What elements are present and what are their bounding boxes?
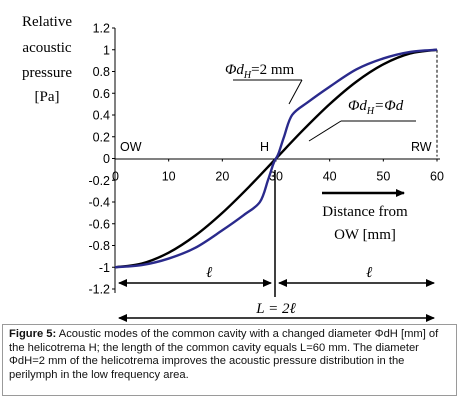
- x-tick-label: 20: [215, 170, 229, 184]
- y-axis-label-line: pressure: [22, 65, 72, 81]
- x-tick-label: 30: [269, 170, 283, 184]
- total-length-label: L = 2ℓ: [255, 301, 295, 317]
- y-tick-label: -0.6: [88, 217, 110, 231]
- series-label-equal-diameter: ΦdH=Φd: [348, 98, 404, 117]
- h-label: H: [260, 140, 269, 154]
- rw-label: RW: [411, 140, 432, 154]
- y-tick-label: -1.2: [88, 283, 110, 297]
- x-tick-label: 10: [162, 170, 176, 184]
- x-axis-label-line: Distance from: [322, 204, 408, 220]
- x-tick-label: 60: [430, 170, 444, 184]
- y-tick-label: -0.2: [88, 174, 110, 188]
- figure-caption: Figure 5: Acoustic modes of the common c…: [2, 324, 457, 396]
- x-ticks: 0 10 20 30 40 50 60: [112, 158, 444, 184]
- y-tick-label: 0: [103, 152, 110, 166]
- y-tick-label: 1: [103, 43, 110, 57]
- y-tick-label: 0.4: [93, 109, 110, 123]
- y-axis-label: Relative acoustic pressure [Pa]: [22, 14, 72, 105]
- y-tick-label: 0.6: [93, 87, 110, 101]
- x-tick-label: 50: [376, 170, 390, 184]
- series-label-2mm-leader: [288, 79, 303, 105]
- y-tick-label: 0.8: [93, 65, 110, 79]
- series-label-2mm: ΦdH=2 mm: [225, 62, 295, 81]
- ell-left-label: ℓ: [206, 265, 212, 281]
- y-tick-label: -1: [99, 261, 110, 275]
- y-tick-label: 0.2: [93, 130, 110, 144]
- y-axis-label-line: [Pa]: [35, 89, 60, 105]
- caption-label: Figure 5:: [9, 328, 57, 340]
- y-ticks: 1.2 1 0.8 0.6 0.4 0.2 0 -0.2 -0.4 -0.6 -0.8 -1 -1.2: [88, 22, 115, 297]
- series-label-equal-leader: [308, 120, 342, 142]
- y-tick-label: -0.4: [88, 196, 110, 210]
- ell-right-label: ℓ: [366, 265, 372, 281]
- y-tick-label: -0.8: [88, 239, 110, 253]
- x-tick-label: 0: [112, 170, 119, 184]
- y-tick-label: 1.2: [93, 22, 110, 36]
- y-axis-label-line: acoustic: [22, 40, 71, 56]
- x-tick-label: 40: [323, 170, 337, 184]
- caption-text: Acoustic modes of the common cavity with…: [9, 328, 439, 381]
- y-axis-label-line: Relative: [22, 14, 72, 30]
- chart: Relative acoustic pressure [Pa] 1.2 1 0.8 0…: [22, 14, 444, 322]
- ow-label: OW: [120, 140, 142, 154]
- x-axis-label-line: OW [mm]: [334, 227, 396, 243]
- series-line-2mm: [114, 48, 438, 269]
